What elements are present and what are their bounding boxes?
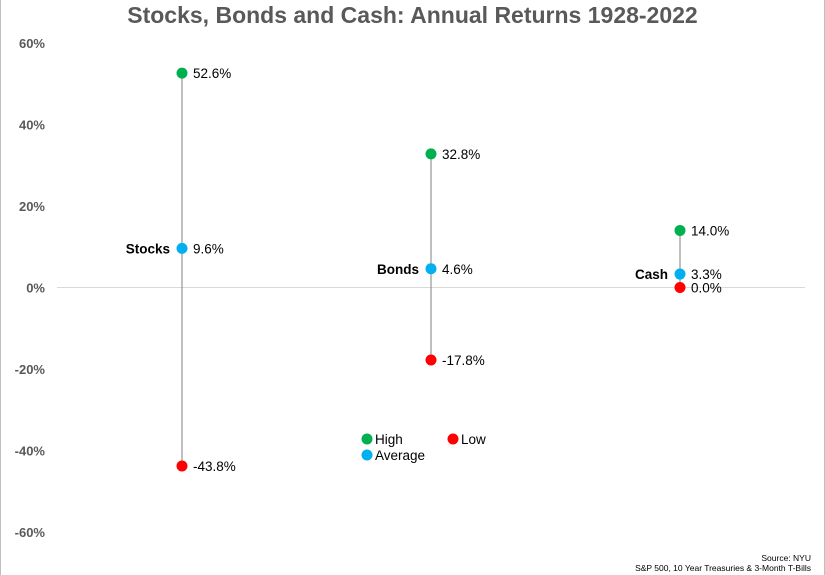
point-average-cash: [674, 268, 686, 280]
source-note: Source: NYU S&P 500, 10 Year Treasuries …: [635, 553, 811, 573]
point-high-cash: [674, 224, 686, 236]
data-label: 0.0%: [691, 281, 722, 296]
category-label-bonds: Bonds: [377, 262, 419, 277]
data-label: 3.3%: [691, 267, 722, 282]
point-high-stocks: [176, 67, 188, 79]
point-average-bonds: [425, 263, 437, 275]
source-line-1: Source: NYU: [761, 553, 811, 563]
legend-marker-high: [361, 433, 373, 445]
data-label: 4.6%: [442, 262, 473, 277]
point-low-cash: [674, 282, 686, 293]
data-label: 52.6%: [193, 66, 231, 81]
y-tick-label: -20%: [15, 362, 46, 377]
chart-title: Stocks, Bonds and Cash: Annual Returns 1…: [127, 2, 698, 28]
data-label: 14.0%: [691, 223, 729, 238]
source-line-2: S&P 500, 10 Year Treasuries & 3-Month T-…: [635, 563, 811, 573]
point-low-stocks: [176, 460, 188, 472]
data-label: 9.6%: [193, 241, 224, 256]
category-label-cash: Cash: [635, 267, 668, 282]
y-tick-label: 60%: [19, 36, 45, 51]
y-tick-label: 0%: [26, 281, 45, 296]
data-label: 32.8%: [442, 147, 480, 162]
legend-marker-low: [447, 433, 459, 445]
legend-marker-average: [361, 449, 373, 461]
legend-label-low: Low: [461, 432, 486, 447]
point-low-bonds: [425, 354, 437, 366]
legend-label-high: High: [375, 432, 403, 447]
data-label: -43.8%: [193, 459, 236, 474]
legend-label-average: Average: [375, 448, 425, 463]
y-tick-label: 20%: [19, 199, 45, 214]
point-high-bonds: [425, 148, 437, 160]
y-tick-label: -60%: [15, 525, 46, 540]
data-label: -17.8%: [442, 353, 485, 368]
y-tick-label: -40%: [15, 444, 46, 459]
y-tick-label: 40%: [19, 118, 45, 133]
category-label-stocks: Stocks: [126, 241, 170, 256]
point-average-stocks: [176, 242, 188, 254]
